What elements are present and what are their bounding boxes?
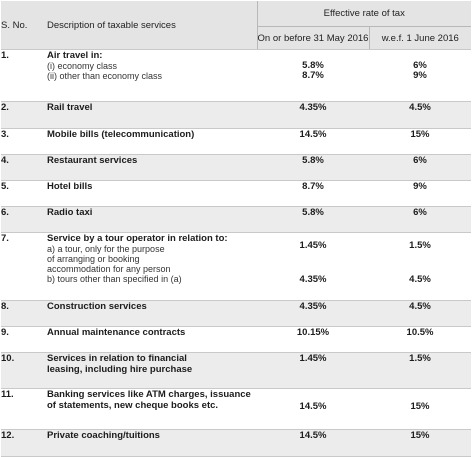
- rate-new: 15%: [369, 429, 471, 457]
- table-row: 12. Private coaching/tuitions 14.5% 15%: [1, 429, 471, 457]
- rate-new: 4.5%: [369, 300, 471, 327]
- rate-old: 5.8%: [257, 154, 369, 181]
- rate-value: 5.8%: [302, 60, 324, 71]
- subheader-row: On or before 31 May 2016 w.e.f. 1 June 2…: [1, 26, 471, 50]
- table-row: 2. Rail travel 4.35% 4.5%: [1, 101, 471, 129]
- rate-old: 4.35%: [257, 101, 369, 129]
- service-description: Radio taxi: [47, 206, 257, 233]
- rate-old: 4.35%: [257, 300, 369, 327]
- rate-value: 9%: [413, 70, 427, 81]
- service-description: Construction services: [47, 300, 257, 327]
- service-detail: accommodation for any person: [47, 264, 171, 274]
- service-title: Hotel bills: [47, 181, 93, 192]
- table-row: 1. Air travel in: (i) economy class (ii)…: [1, 49, 471, 102]
- rate-old: 14.5%: [257, 429, 369, 457]
- service-title: Annual maintenance contracts: [47, 327, 186, 338]
- rate-old: 1.45% 4.35%: [257, 232, 369, 301]
- rate-old: 14.5%: [257, 388, 369, 430]
- rate-new: 6%: [369, 154, 471, 181]
- service-title: of statements, new cheque books etc.: [47, 400, 219, 411]
- rate-new: 15%: [369, 388, 471, 430]
- table-row: 6. Radio taxi 5.8% 6%: [1, 206, 471, 233]
- service-description: Service by a tour operator in relation t…: [47, 232, 257, 301]
- service-description: Services in relation to financial leasin…: [47, 352, 257, 389]
- row-number: 1.: [1, 49, 47, 102]
- table-row: 7. Service by a tour operator in relatio…: [1, 232, 471, 301]
- service-title: Radio taxi: [47, 207, 93, 218]
- service-title: Mobile bills (telecommunication): [47, 129, 195, 140]
- table-row: 10. Services in relation to financial le…: [1, 352, 471, 389]
- header-sno: S. No.: [1, 1, 47, 50]
- row-number: 2.: [1, 101, 47, 129]
- rate-value: 1.5%: [409, 240, 431, 251]
- service-title: Rail travel: [47, 102, 93, 113]
- rate-old: 1.45%: [257, 352, 369, 389]
- row-number: 11.: [1, 388, 47, 430]
- rate-old: 14.5%: [257, 128, 369, 155]
- service-title: Services in relation to financial: [47, 353, 187, 364]
- service-description: Private coaching/tuitions: [47, 429, 257, 457]
- service-title: Private coaching/tuitions: [47, 430, 160, 441]
- service-description: Rail travel: [47, 101, 257, 129]
- service-description: Banking services like ATM charges, issua…: [47, 388, 257, 430]
- rate-old: 5.8%: [257, 206, 369, 233]
- rate-value: 8.7%: [302, 70, 324, 81]
- row-number: 12.: [1, 429, 47, 457]
- header-effective-rate: Effective rate of tax: [256, 1, 471, 27]
- rate-new: 6% 9%: [369, 49, 471, 102]
- row-number: 3.: [1, 128, 47, 155]
- row-number: 6.: [1, 206, 47, 233]
- table-row: 4. Restaurant services 5.8% 6%: [1, 154, 471, 181]
- service-title: Service by a tour operator in relation t…: [47, 233, 228, 244]
- service-detail: a) a tour, only for the purpose: [47, 244, 165, 254]
- header-description: Description of taxable services: [47, 1, 257, 50]
- table-row: 3. Mobile bills (telecommunication) 14.5…: [1, 128, 471, 155]
- row-number: 4.: [1, 154, 47, 181]
- rate-value: 4.5%: [409, 274, 431, 285]
- rate-old: 10.15%: [257, 326, 369, 353]
- service-description: Mobile bills (telecommunication): [47, 128, 257, 155]
- row-number: 5.: [1, 180, 47, 207]
- table-row: 11. Banking services like ATM charges, i…: [1, 388, 471, 430]
- rate-new: 9%: [369, 180, 471, 207]
- service-title: Banking services like ATM charges, issua…: [47, 389, 251, 400]
- service-description: Air travel in: (i) economy class (ii) ot…: [47, 49, 257, 102]
- service-detail: of arranging or booking: [47, 254, 140, 264]
- service-detail: b) tours other than specified in (a): [47, 274, 182, 284]
- rate-new: 15%: [369, 128, 471, 155]
- service-description: Restaurant services: [47, 154, 257, 181]
- service-description: Hotel bills: [47, 180, 257, 207]
- service-detail: (ii) other than economy class: [47, 71, 163, 81]
- table-row: 9. Annual maintenance contracts 10.15% 1…: [1, 326, 471, 353]
- rate-new: 1.5% 4.5%: [369, 232, 471, 301]
- table-row: 5. Hotel bills 8.7% 9%: [1, 180, 471, 207]
- row-number: 10.: [1, 352, 47, 389]
- header-col-old: On or before 31 May 2016: [256, 26, 369, 50]
- service-title: leasing, including hire purchase: [47, 364, 193, 375]
- rate-new: 10.5%: [369, 326, 471, 353]
- rate-value: 1.45%: [299, 240, 327, 251]
- row-number: 7.: [1, 232, 47, 301]
- service-title: Restaurant services: [47, 155, 138, 166]
- rate-new: 6%: [369, 206, 471, 233]
- rate-value: 4.35%: [299, 274, 327, 285]
- rate-new: 1.5%: [369, 352, 471, 389]
- service-title: Construction services: [47, 301, 147, 312]
- rate-new: 4.5%: [369, 101, 471, 129]
- row-number: 9.: [1, 326, 47, 353]
- service-title: Air travel in:: [47, 50, 103, 61]
- rate-value: 6%: [413, 60, 427, 71]
- header-row: S. No. Description of taxable services E…: [1, 1, 471, 50]
- service-detail: (i) economy class: [47, 61, 118, 71]
- service-description: Annual maintenance contracts: [47, 326, 257, 353]
- rate-old: 5.8% 8.7%: [257, 49, 369, 102]
- header-col-new: w.e.f. 1 June 2016: [368, 26, 471, 50]
- table-row: 8. Construction services 4.35% 4.5%: [1, 300, 471, 327]
- row-number: 8.: [1, 300, 47, 327]
- rate-old: 8.7%: [257, 180, 369, 207]
